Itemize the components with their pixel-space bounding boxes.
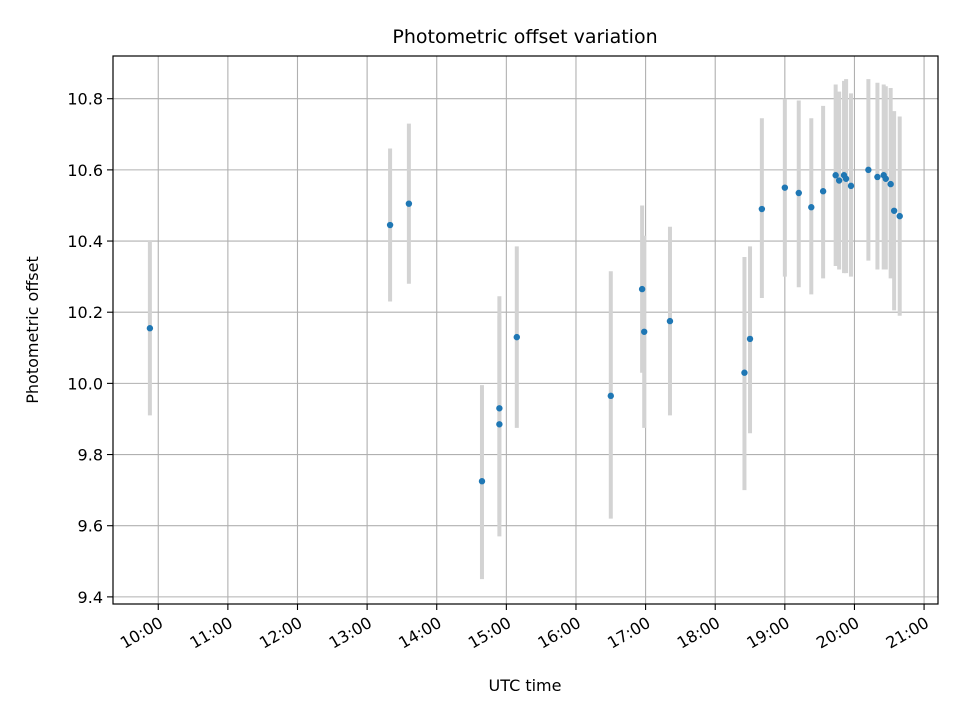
- data-point: [667, 318, 673, 324]
- data-point: [848, 183, 854, 189]
- data-point: [891, 208, 897, 214]
- data-point: [865, 167, 871, 173]
- data-point: [741, 370, 747, 376]
- data-point: [796, 190, 802, 196]
- y-tick-label: 9.8: [78, 446, 103, 465]
- y-tick-label: 10.4: [67, 232, 103, 251]
- data-point: [897, 213, 903, 219]
- data-point: [514, 334, 520, 340]
- data-point: [639, 286, 645, 292]
- y-tick-label: 9.4: [78, 588, 103, 607]
- data-point: [496, 421, 502, 427]
- data-point: [496, 405, 502, 411]
- y-tick-label: 10.0: [67, 374, 103, 393]
- x-axis-label: UTC time: [489, 676, 562, 695]
- data-point: [820, 188, 826, 194]
- data-point: [843, 176, 849, 182]
- y-tick-label: 9.6: [78, 517, 103, 536]
- data-point: [874, 174, 880, 180]
- data-point: [479, 478, 485, 484]
- data-point: [782, 184, 788, 190]
- data-point: [641, 329, 647, 335]
- y-axis-label: Photometric offset: [23, 256, 42, 404]
- data-point: [836, 177, 842, 183]
- data-point: [759, 206, 765, 212]
- data-point: [608, 393, 614, 399]
- data-point: [747, 336, 753, 342]
- y-tick-label: 10.2: [67, 303, 103, 322]
- y-tick-label: 10.6: [67, 161, 103, 180]
- data-point: [406, 200, 412, 206]
- data-point: [147, 325, 153, 331]
- data-point: [387, 222, 393, 228]
- data-point: [887, 181, 893, 187]
- data-point: [883, 176, 889, 182]
- chart-title: Photometric offset variation: [392, 26, 657, 48]
- y-tick-label: 10.8: [67, 90, 103, 109]
- data-point: [832, 172, 838, 178]
- data-point: [808, 204, 814, 210]
